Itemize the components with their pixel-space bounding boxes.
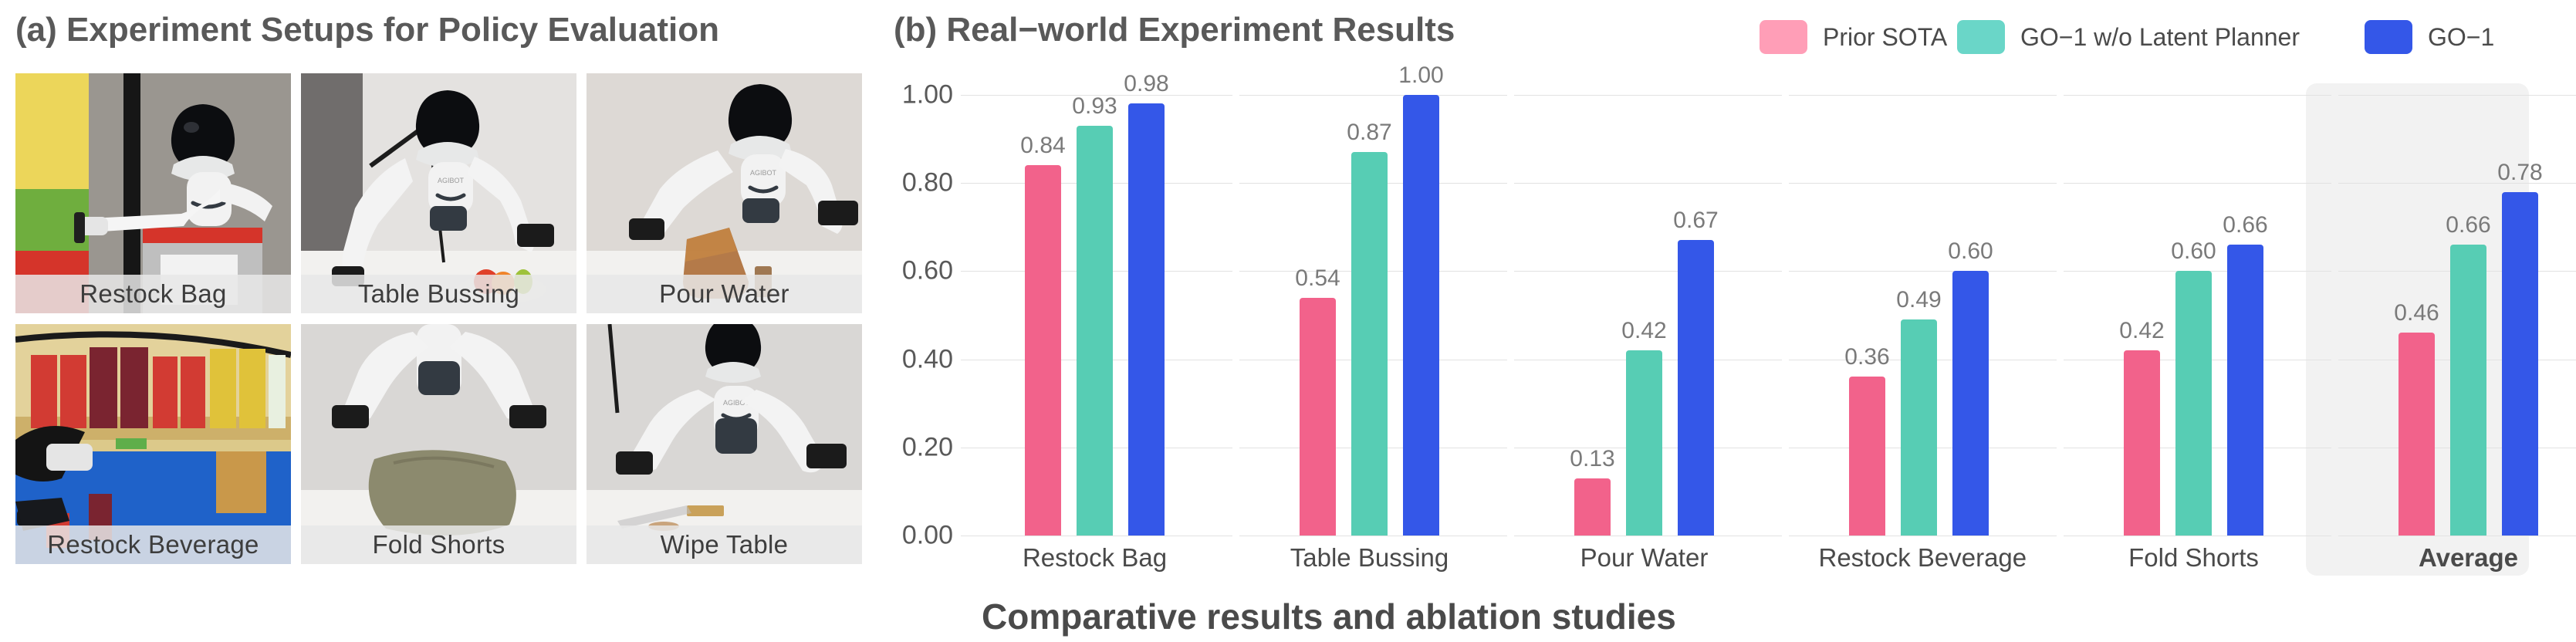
svg-text:AGIBOT: AGIBOT	[750, 169, 777, 177]
svg-text:AGIBOT: AGIBOT	[438, 177, 465, 184]
